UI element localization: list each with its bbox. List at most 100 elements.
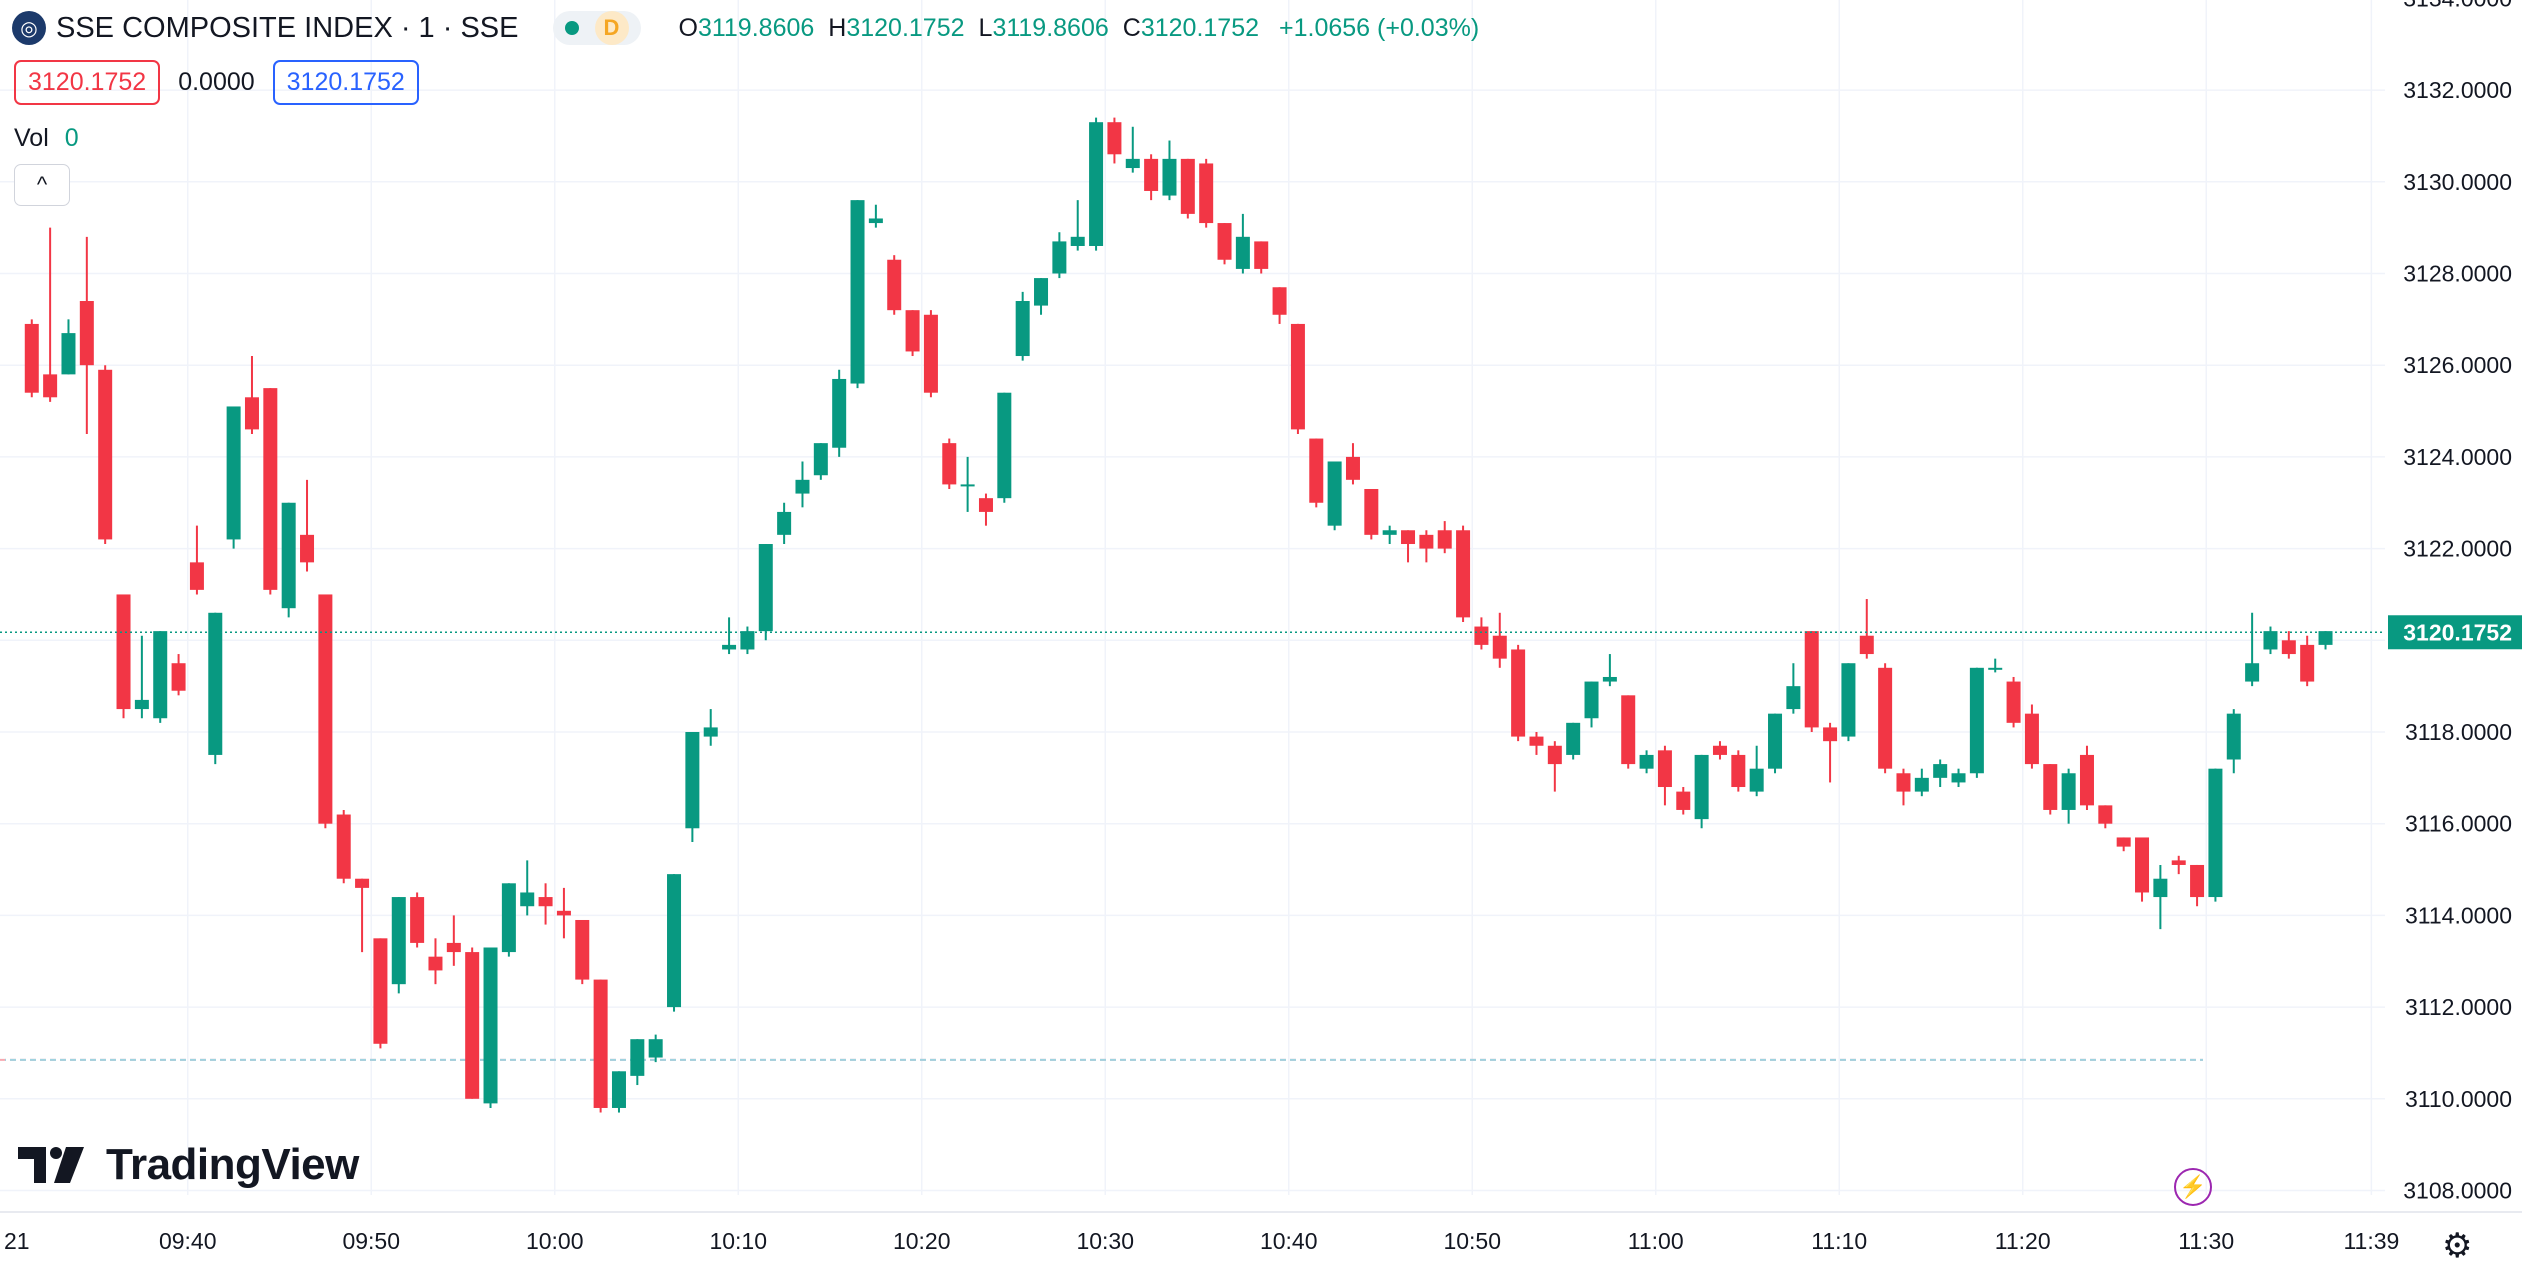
candle[interactable]	[1015, 291, 1030, 361]
candle[interactable]	[1804, 631, 1819, 732]
candle[interactable]	[1529, 732, 1544, 755]
candle[interactable]	[593, 979, 608, 1113]
candle[interactable]	[2135, 837, 2150, 902]
candle[interactable]	[1199, 158, 1214, 228]
candle[interactable]	[685, 732, 700, 843]
candle[interactable]	[758, 544, 773, 641]
candle[interactable]	[1125, 126, 1140, 173]
time-axis[interactable]: 21 09:40 09:50 10:00 10:10 10:20 10:30 10:40 10:…	[0, 1211, 2522, 1254]
candle[interactable]	[1419, 530, 1434, 563]
candle[interactable]	[1254, 241, 1269, 274]
price-axis[interactable]: 3108.0000 3110.0000 3112.0000 3114.0000 3116…	[2388, 0, 2522, 1204]
candle[interactable]	[1401, 530, 1416, 563]
candle[interactable]	[501, 883, 516, 957]
candle[interactable]	[98, 365, 113, 545]
collapse-legend-button[interactable]: ^	[14, 164, 70, 206]
candle[interactable]	[556, 887, 571, 939]
candle[interactable]	[777, 502, 792, 545]
candle[interactable]	[960, 456, 975, 512]
market-status-pill[interactable]: D	[552, 11, 641, 45]
candle[interactable]	[1823, 722, 1838, 783]
candle[interactable]	[1749, 745, 1764, 797]
candle[interactable]	[2318, 631, 2333, 650]
candle[interactable]	[1345, 443, 1360, 485]
candle[interactable]	[1566, 722, 1581, 760]
candle[interactable]	[923, 310, 938, 398]
candle[interactable]	[116, 594, 131, 719]
candle[interactable]	[2079, 745, 2094, 810]
candle[interactable]	[300, 479, 315, 572]
candle[interactable]	[483, 947, 498, 1108]
candle[interactable]	[868, 204, 883, 228]
candle[interactable]	[1602, 654, 1617, 687]
candle[interactable]	[318, 594, 333, 829]
candle[interactable]	[2061, 768, 2076, 824]
candle[interactable]	[905, 310, 920, 357]
candle[interactable]	[1859, 599, 1874, 659]
candle[interactable]	[263, 388, 278, 595]
candle[interactable]	[648, 1034, 663, 1063]
candle[interactable]	[2116, 837, 2131, 852]
candle[interactable]	[1969, 667, 1984, 778]
candle[interactable]	[1988, 658, 2003, 673]
candle[interactable]	[1089, 117, 1104, 251]
candle[interactable]	[722, 617, 737, 655]
candle[interactable]	[2153, 864, 2168, 930]
candle[interactable]	[2024, 704, 2039, 769]
candle[interactable]	[153, 631, 168, 723]
candle[interactable]	[1841, 663, 1856, 742]
buy-price-button[interactable]: 3120.1752	[272, 60, 419, 105]
candle[interactable]	[2300, 635, 2315, 687]
candle[interactable]	[1107, 117, 1122, 164]
candle[interactable]	[1511, 644, 1526, 742]
candle[interactable]	[1437, 521, 1452, 554]
candle[interactable]	[2098, 805, 2113, 829]
candle[interactable]	[832, 369, 847, 457]
candle[interactable]	[410, 892, 425, 948]
candle[interactable]	[667, 874, 682, 1012]
tradingview-logo[interactable]: TradingView	[18, 1140, 359, 1190]
candle[interactable]	[1052, 232, 1067, 279]
candle[interactable]	[1768, 713, 1783, 774]
candle[interactable]	[1034, 278, 1049, 315]
candle[interactable]	[1162, 140, 1177, 201]
candle[interactable]	[2245, 612, 2260, 687]
candle[interactable]	[208, 612, 223, 765]
candle[interactable]	[2043, 764, 2058, 815]
candle[interactable]	[43, 227, 58, 402]
candle[interactable]	[978, 493, 993, 526]
candle[interactable]	[611, 1071, 626, 1113]
candle[interactable]	[1070, 200, 1085, 251]
candle[interactable]	[226, 406, 241, 549]
candle[interactable]	[2208, 768, 2223, 902]
symbol-title[interactable]: SSE COMPOSITE INDEX · 1 · SSE	[56, 11, 519, 44]
candle[interactable]	[1951, 768, 1966, 788]
candle[interactable]	[1694, 754, 1709, 829]
candle[interactable]	[850, 200, 865, 389]
candle[interactable]	[520, 860, 535, 916]
settings-gear-icon[interactable]: ⚙	[2442, 1227, 2473, 1265]
candle[interactable]	[813, 443, 828, 480]
candle[interactable]	[1327, 461, 1342, 531]
candle[interactable]	[630, 1039, 645, 1086]
candle[interactable]	[1235, 213, 1250, 274]
candle[interactable]	[244, 356, 259, 434]
candle[interactable]	[1474, 617, 1489, 650]
candle[interactable]	[61, 319, 76, 375]
candle[interactable]	[1712, 741, 1727, 760]
candle[interactable]	[1933, 759, 1948, 788]
candle[interactable]	[355, 878, 370, 953]
candle[interactable]	[24, 319, 39, 398]
candle[interactable]	[391, 897, 406, 994]
candle[interactable]	[1364, 488, 1379, 540]
candle[interactable]	[171, 654, 186, 696]
exchange-logo-icon[interactable]: ◎	[12, 11, 46, 45]
candle[interactable]	[1676, 787, 1691, 815]
candle[interactable]	[1657, 745, 1672, 806]
candle[interactable]	[795, 461, 810, 508]
candle[interactable]	[2226, 709, 2241, 774]
candle[interactable]	[336, 809, 351, 884]
candle[interactable]	[1382, 525, 1397, 545]
